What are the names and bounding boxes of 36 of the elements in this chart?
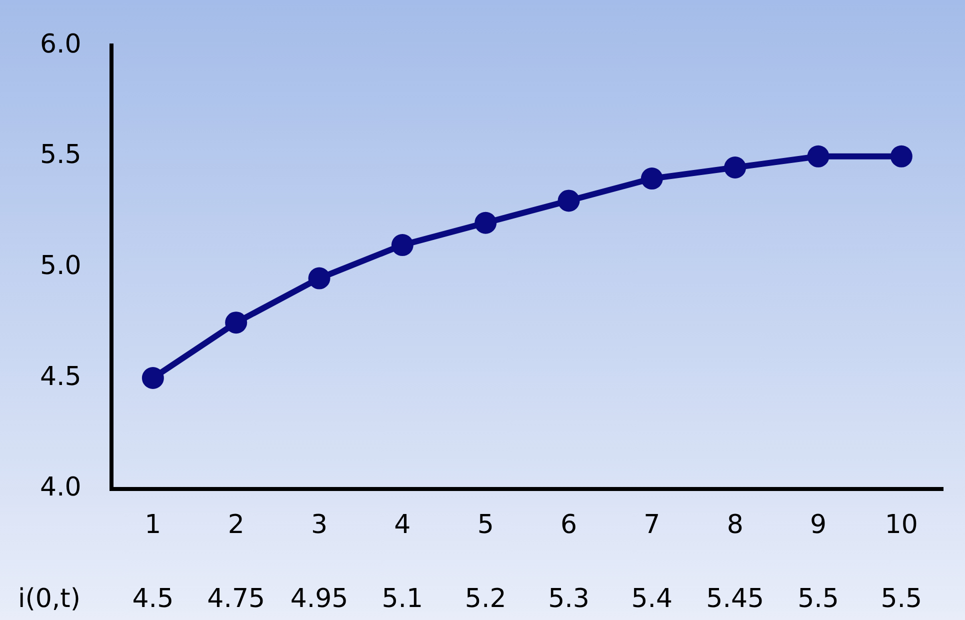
y-tick-label: 4.0 — [40, 472, 82, 503]
x-tick-label: 2 — [228, 510, 244, 540]
x-tick-label: 6 — [560, 510, 578, 540]
y-tick-label: 4.5 — [40, 362, 82, 392]
point — [391, 234, 414, 256]
data-label: 5.1 — [382, 584, 424, 614]
data-label: 5.5 — [880, 584, 922, 614]
x-tick-label: 1 — [144, 510, 162, 540]
y-tick-label: 5.0 — [40, 250, 82, 281]
y-tick-label: 5.5 — [40, 140, 82, 170]
x-tick-label: 4 — [394, 510, 411, 540]
point — [724, 156, 746, 178]
point — [225, 312, 248, 334]
data-label: 5.3 — [548, 584, 590, 614]
x-tick-label: 7 — [644, 510, 660, 540]
point — [308, 267, 330, 290]
point — [474, 212, 497, 234]
x-tick-label: 9 — [810, 510, 827, 540]
point — [558, 190, 580, 212]
y-tick-label: 6.0 — [40, 29, 82, 60]
x-tick-label: 10 — [884, 510, 918, 540]
data-label: 5.5 — [798, 584, 839, 614]
point — [142, 367, 164, 389]
data-label: 5.2 — [464, 584, 506, 614]
point — [890, 145, 912, 168]
point — [807, 145, 830, 168]
x-tick-label: 5 — [477, 510, 494, 540]
point — [640, 168, 663, 190]
data-label: 5.4 — [631, 584, 673, 614]
x-tick-label: 3 — [310, 510, 328, 540]
x-tick-label: 8 — [726, 510, 744, 540]
text: i(0,t) — [18, 584, 81, 614]
data-label: 4.5 — [132, 584, 174, 614]
data-label: 5.45 — [706, 584, 764, 614]
data-label: 4.75 — [207, 584, 266, 614]
data-label: 4.95 — [290, 584, 348, 614]
